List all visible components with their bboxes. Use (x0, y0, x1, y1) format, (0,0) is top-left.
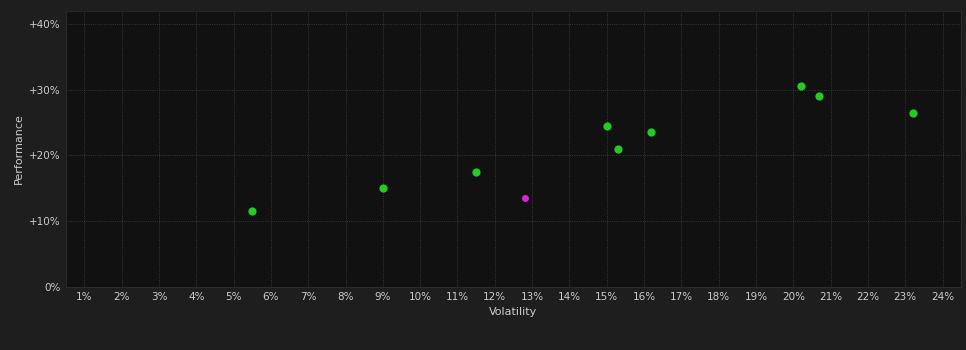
Point (599, 123, 614, 128)
Point (793, 83, 809, 89)
Point (905, 110, 921, 116)
Point (517, 195, 532, 201)
Point (611, 146, 626, 152)
Point (244, 209, 260, 214)
X-axis label: Volatility: Volatility (490, 307, 537, 317)
Y-axis label: Performance: Performance (14, 113, 23, 184)
Point (811, 93, 827, 99)
Point (375, 186, 390, 191)
Point (643, 130, 659, 135)
Point (469, 169, 484, 175)
